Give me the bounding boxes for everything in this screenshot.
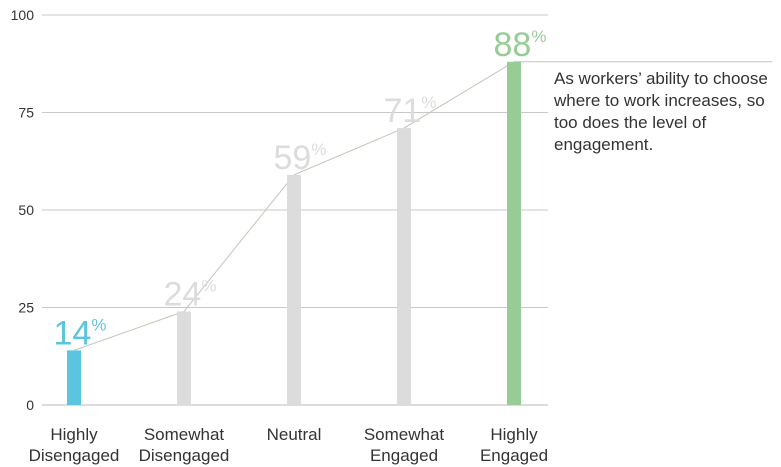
y-tick-label: 100: [11, 7, 35, 23]
data-label: 71%: [384, 92, 437, 130]
bar: [67, 350, 81, 405]
y-tick-label: 75: [18, 105, 34, 121]
x-category-label: Highly Disengaged: [29, 425, 120, 465]
value-labels: 14% 24% 59% 71% 88%: [54, 26, 547, 353]
y-axis-ticks: 0 25 50 75 100: [11, 7, 35, 413]
x-category-label: Somewhat Engaged: [364, 425, 445, 465]
data-label: 14%: [54, 314, 107, 352]
bar: [287, 174, 301, 405]
y-tick-label: 25: [18, 300, 34, 316]
x-category-label: Highly Engaged: [480, 425, 548, 465]
data-label: 59%: [274, 139, 327, 177]
bar: [177, 311, 191, 405]
data-label: 24%: [164, 275, 217, 313]
x-axis-categories: Highly Disengaged Somewhat Disengaged Neutra…: [29, 425, 548, 465]
y-tick-label: 50: [18, 202, 34, 218]
bars: [67, 61, 521, 406]
bar: [397, 128, 411, 405]
x-category-label: Neutral: [267, 425, 322, 444]
data-label: 88%: [494, 26, 547, 64]
annotation-text: As workers’ ability to choose where to w…: [554, 69, 768, 154]
bar: [507, 61, 521, 406]
x-category-label: Somewhat Disengaged: [139, 425, 230, 465]
y-tick-label: 0: [26, 397, 34, 413]
